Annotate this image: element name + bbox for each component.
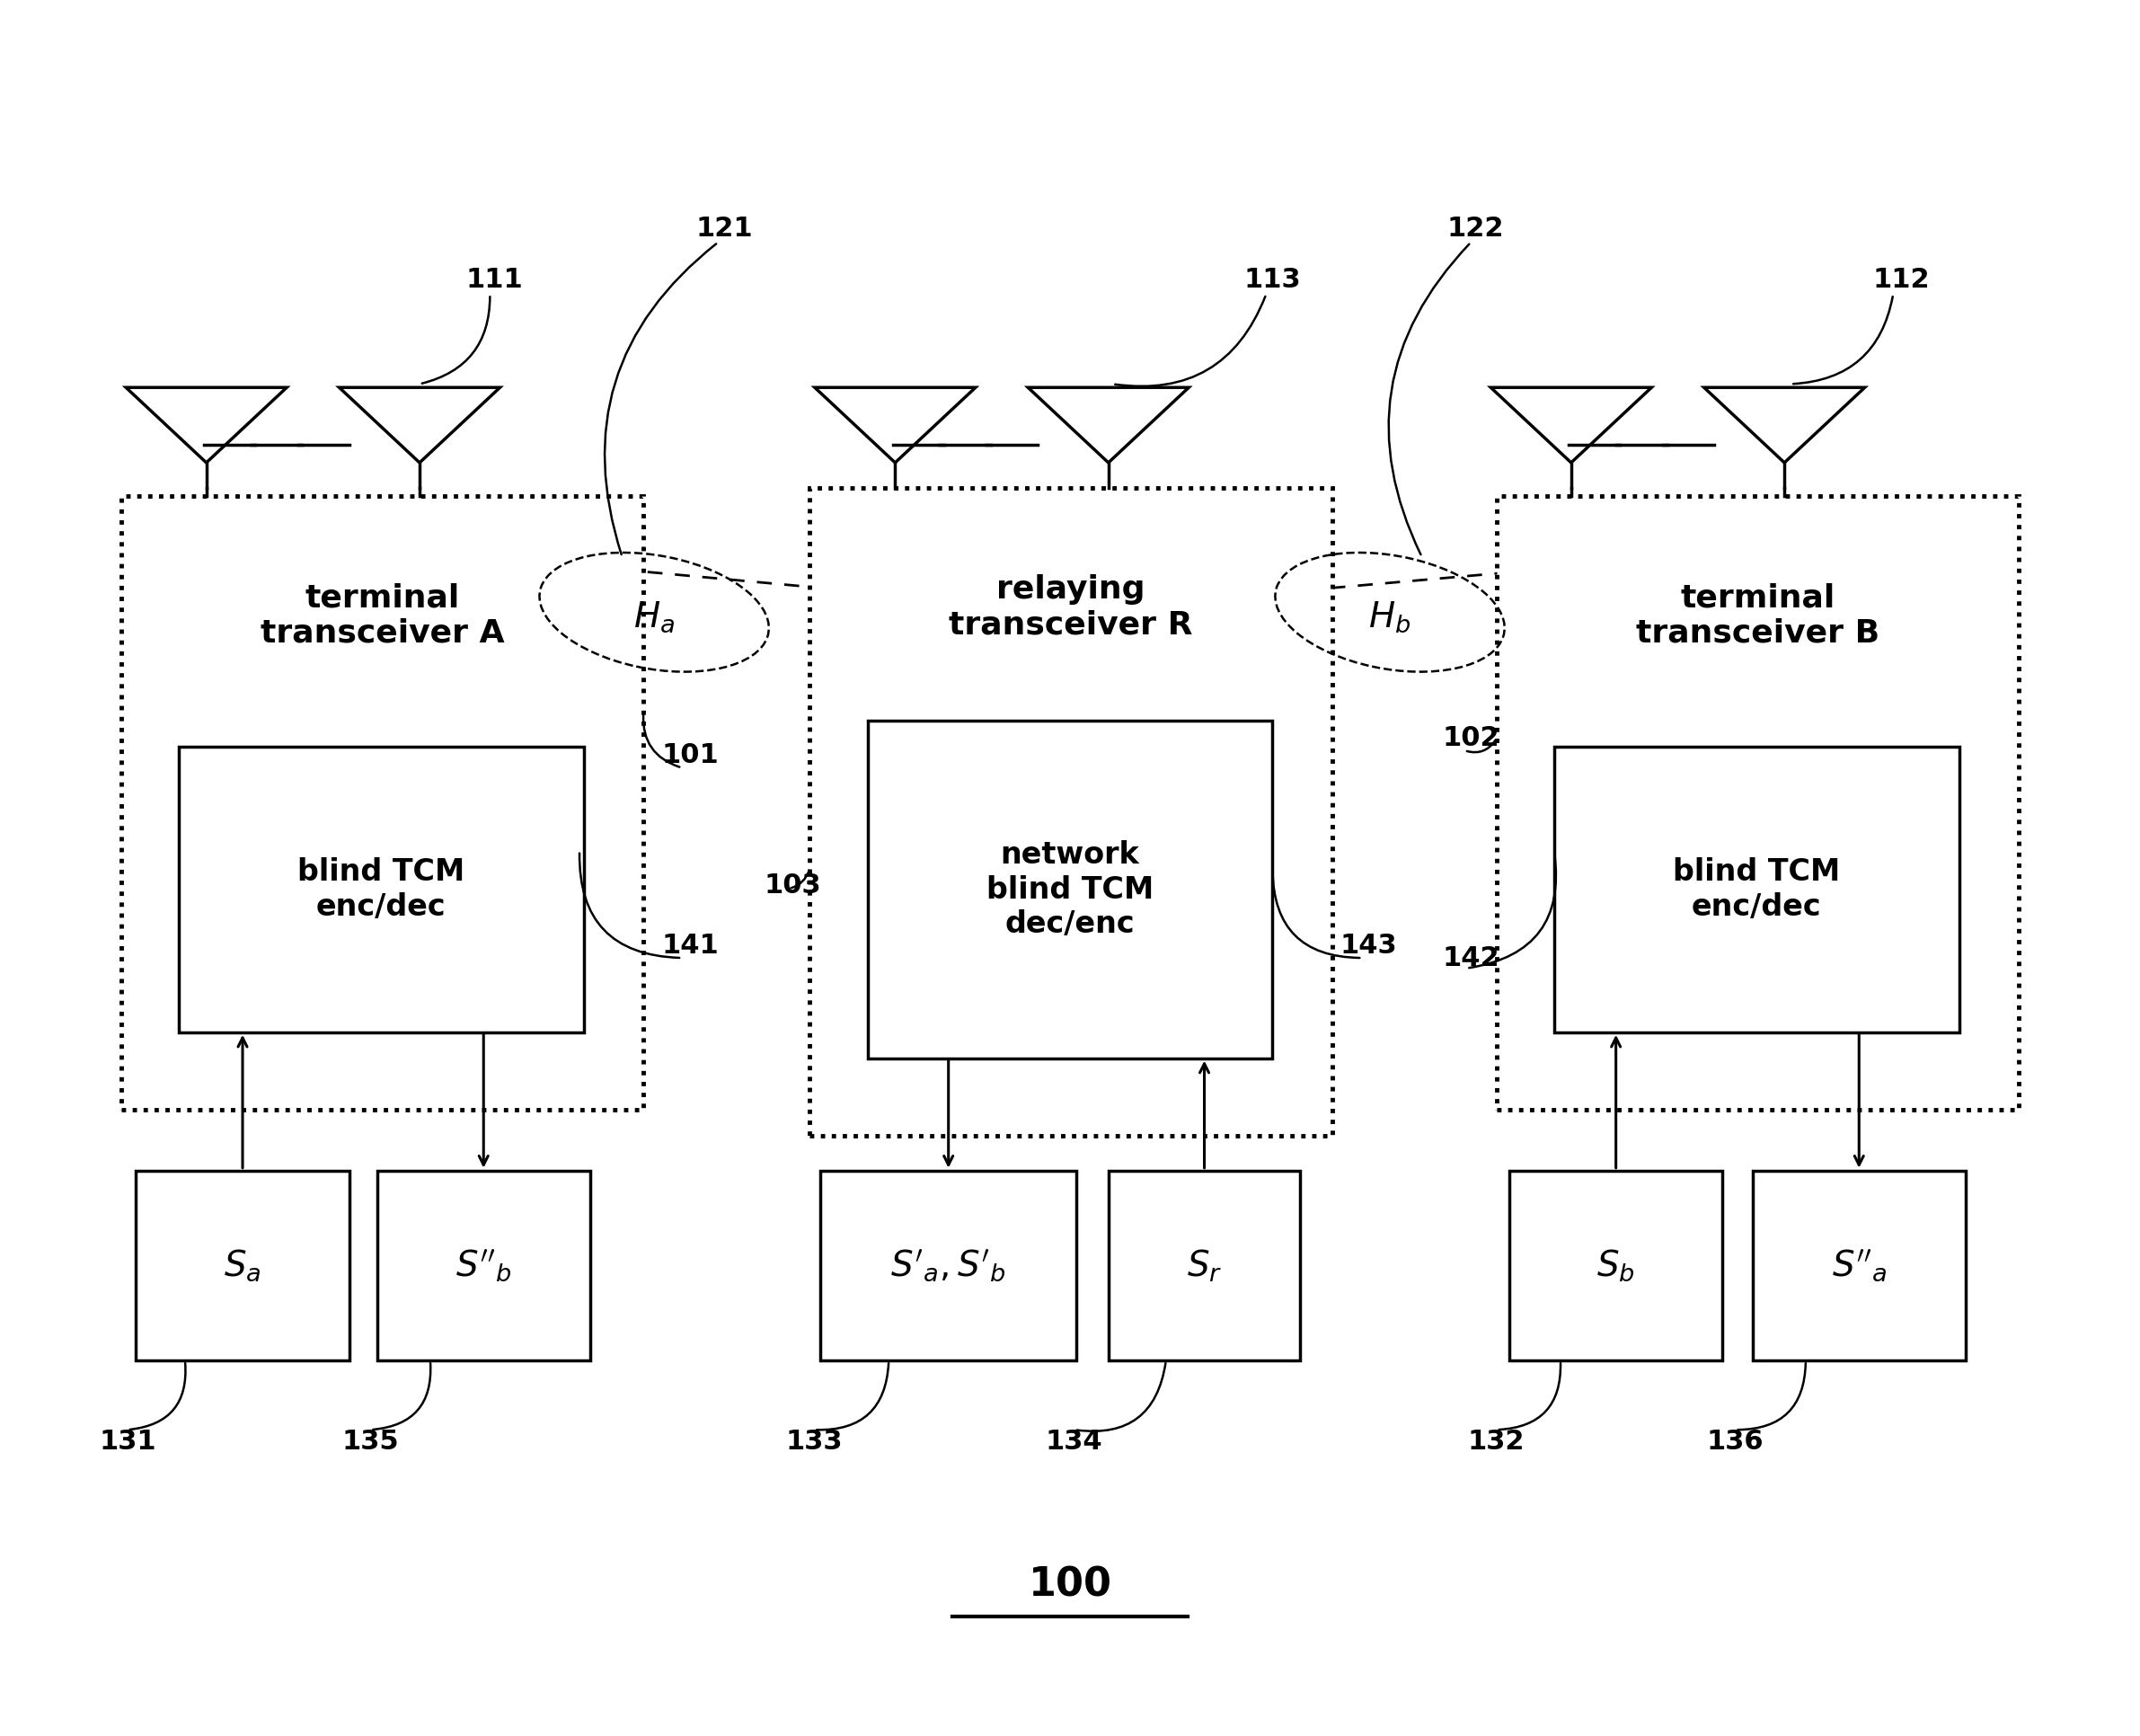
Text: $H_a$: $H_a$ (633, 601, 674, 635)
Text: 101: 101 (661, 743, 719, 769)
Text: 121: 121 (696, 215, 753, 241)
FancyBboxPatch shape (1496, 496, 2018, 1109)
Text: 102: 102 (1442, 726, 1500, 752)
Text: 136: 136 (1708, 1429, 1763, 1455)
Text: 100: 100 (1027, 1566, 1113, 1604)
Polygon shape (1492, 387, 1652, 464)
FancyBboxPatch shape (1554, 746, 1960, 1033)
Text: 103: 103 (764, 871, 822, 898)
Text: $S'_a,S'_b$: $S'_a,S'_b$ (890, 1248, 1006, 1283)
FancyBboxPatch shape (137, 1170, 349, 1361)
Text: 133: 133 (785, 1429, 843, 1455)
Text: relaying
transceiver R: relaying transceiver R (950, 575, 1192, 641)
Text: terminal
transceiver A: terminal transceiver A (261, 583, 505, 649)
Text: $S_r$: $S_r$ (1188, 1248, 1222, 1283)
Polygon shape (1703, 387, 1864, 464)
Text: $S''_a$: $S''_a$ (1832, 1248, 1885, 1283)
Text: 142: 142 (1442, 944, 1500, 970)
Text: 131: 131 (98, 1429, 156, 1455)
Text: network
blind TCM
dec/enc: network blind TCM dec/enc (987, 840, 1153, 939)
Text: 122: 122 (1447, 215, 1504, 241)
Text: blind TCM
enc/dec: blind TCM enc/dec (297, 858, 464, 922)
Text: 112: 112 (1872, 267, 1930, 293)
Text: $S''_b$: $S''_b$ (456, 1248, 511, 1283)
FancyBboxPatch shape (1509, 1170, 1723, 1361)
Text: 134: 134 (1046, 1429, 1102, 1455)
Polygon shape (1027, 387, 1190, 464)
Text: 111: 111 (467, 267, 522, 293)
FancyBboxPatch shape (820, 1170, 1076, 1361)
FancyBboxPatch shape (178, 746, 584, 1033)
FancyBboxPatch shape (1109, 1170, 1301, 1361)
Polygon shape (338, 387, 501, 464)
Text: $S_a$: $S_a$ (225, 1248, 261, 1283)
Text: 141: 141 (661, 932, 719, 958)
FancyBboxPatch shape (809, 488, 1333, 1135)
Polygon shape (126, 387, 287, 464)
Text: blind TCM
enc/dec: blind TCM enc/dec (1673, 858, 1840, 922)
Text: 132: 132 (1468, 1429, 1526, 1455)
Text: 135: 135 (342, 1429, 400, 1455)
Text: $S_b$: $S_b$ (1596, 1248, 1635, 1283)
FancyBboxPatch shape (377, 1170, 591, 1361)
Text: terminal
transceiver B: terminal transceiver B (1635, 583, 1879, 649)
Text: $H_b$: $H_b$ (1370, 601, 1410, 635)
Text: 113: 113 (1243, 267, 1301, 293)
FancyBboxPatch shape (122, 496, 644, 1109)
FancyBboxPatch shape (867, 720, 1273, 1059)
Text: 143: 143 (1340, 932, 1397, 958)
Polygon shape (815, 387, 976, 464)
FancyBboxPatch shape (1753, 1170, 1967, 1361)
